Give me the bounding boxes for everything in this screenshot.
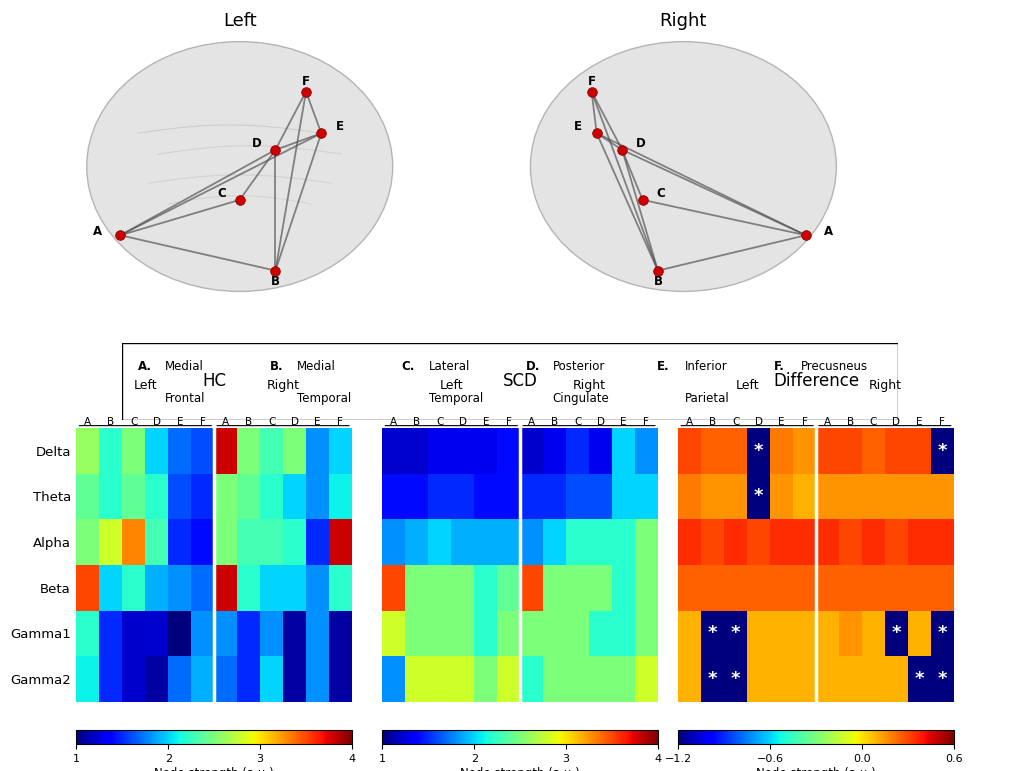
Title: SCD: SCD (502, 372, 537, 390)
Text: Lateral: Lateral (428, 360, 470, 373)
X-axis label: Node strength (a.u.): Node strength (a.u.) (154, 766, 274, 771)
Text: A: A (94, 224, 102, 237)
Text: Right: Right (572, 379, 605, 392)
Text: D: D (635, 137, 645, 150)
Text: *: * (753, 487, 762, 505)
Text: D: D (252, 137, 262, 150)
Text: *: * (936, 442, 946, 460)
Text: Medial: Medial (297, 360, 335, 373)
Text: Frontal: Frontal (165, 392, 206, 406)
Text: E.: E. (656, 360, 669, 373)
Text: *: * (891, 625, 900, 642)
Text: F.: F. (772, 360, 784, 373)
Text: Medial: Medial (165, 360, 204, 373)
Text: B.: B. (269, 360, 283, 373)
Text: Cingulate: Cingulate (552, 392, 608, 406)
Ellipse shape (530, 42, 836, 291)
Text: B: B (653, 274, 661, 288)
Text: Left: Left (133, 379, 157, 392)
Text: *: * (707, 670, 716, 688)
Text: D.: D. (525, 360, 539, 373)
Text: *: * (936, 625, 946, 642)
Text: Left: Left (735, 379, 758, 392)
Text: *: * (753, 442, 762, 460)
Text: Left: Left (223, 12, 256, 31)
Text: Right: Right (867, 379, 901, 392)
Text: A.: A. (138, 360, 152, 373)
X-axis label: Node strength (a.u.): Node strength (a.u.) (460, 766, 580, 771)
Text: C.: C. (401, 360, 415, 373)
Text: F: F (302, 75, 310, 88)
Text: B: B (271, 274, 279, 288)
Text: *: * (936, 670, 946, 688)
Text: Temporal: Temporal (297, 392, 351, 406)
Text: Temporal: Temporal (428, 392, 482, 406)
Text: Right: Right (266, 379, 300, 392)
Text: C: C (217, 187, 225, 200)
Text: Right: Right (659, 12, 706, 31)
Ellipse shape (87, 42, 392, 291)
Text: Parietal: Parietal (684, 392, 729, 406)
Title: HC: HC (202, 372, 226, 390)
Text: C: C (656, 187, 664, 200)
Text: E: E (335, 120, 343, 133)
Text: Inferior: Inferior (684, 360, 727, 373)
Text: *: * (731, 670, 740, 688)
Text: Posterior: Posterior (552, 360, 604, 373)
Text: A: A (823, 224, 832, 237)
Text: Left: Left (439, 379, 463, 392)
Text: *: * (707, 625, 716, 642)
Text: F: F (587, 75, 595, 88)
Text: E: E (574, 120, 582, 133)
X-axis label: Node strength (a.u.): Node strength (a.u.) (755, 766, 875, 771)
Text: *: * (731, 625, 740, 642)
Title: Difference: Difference (772, 372, 858, 390)
Text: *: * (914, 670, 923, 688)
Text: Precusneus: Precusneus (800, 360, 867, 373)
